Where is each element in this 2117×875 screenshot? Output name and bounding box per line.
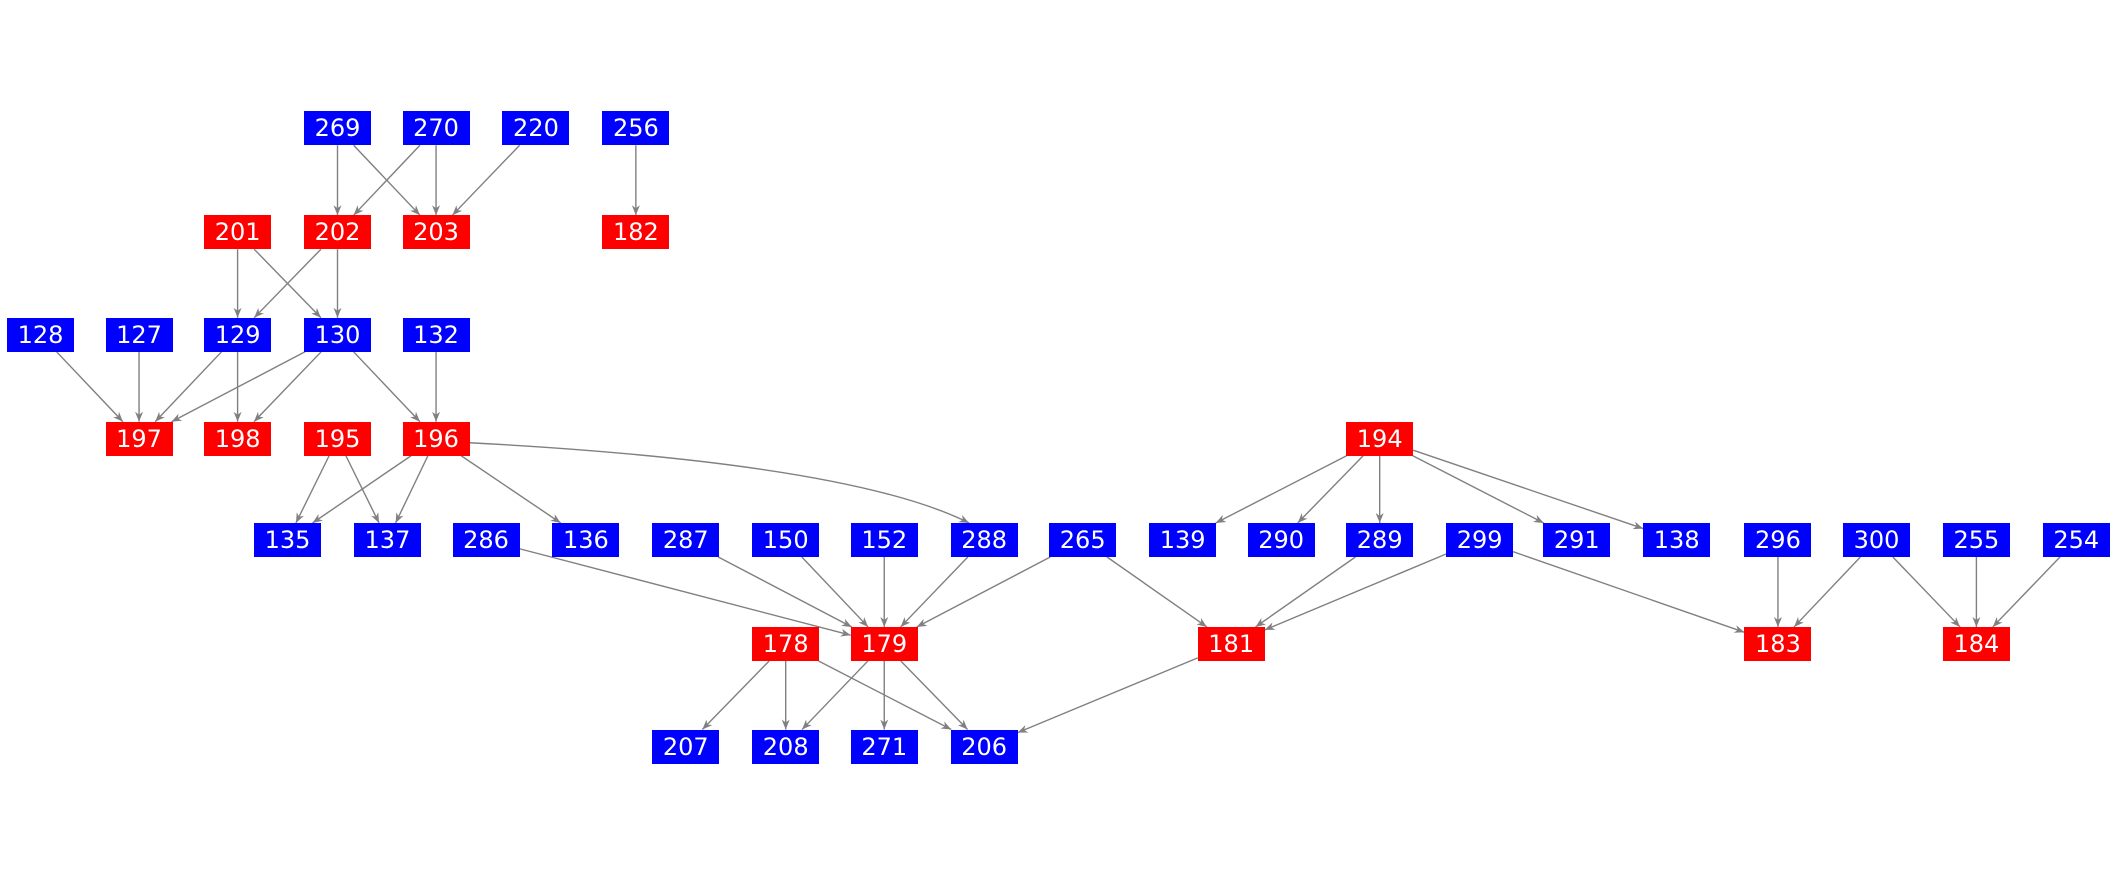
edge-254-184 <box>1992 556 2061 628</box>
node-196: 196 <box>402 421 470 456</box>
node-220: 220 <box>502 111 570 146</box>
edge-202-129 <box>253 248 322 319</box>
edge-194-291 <box>1412 455 1545 524</box>
node-206: 206 <box>950 729 1018 764</box>
node-255: 255 <box>1942 523 2010 557</box>
edge-300-183 <box>1793 556 1861 628</box>
edge-265-181 <box>1106 556 1208 628</box>
node-127: 127 <box>105 317 173 352</box>
edge-178-207 <box>701 660 770 731</box>
node-195: 195 <box>304 421 371 456</box>
edge-130-196 <box>353 351 421 423</box>
node-198: 198 <box>204 421 272 456</box>
node-288: 288 <box>950 523 1018 557</box>
edge-288-179 <box>900 556 969 628</box>
edge-299-183 <box>1512 551 1745 633</box>
edge-289-181 <box>1255 556 1356 628</box>
node-289: 289 <box>1346 523 1414 557</box>
edge-196-137 <box>394 455 429 524</box>
edge-265-179 <box>916 556 1051 628</box>
edge-299-181 <box>1264 553 1447 631</box>
node-300: 300 <box>1843 523 1910 557</box>
edge-194-138 <box>1412 449 1644 530</box>
edge-129-197 <box>154 351 222 423</box>
node-270: 270 <box>402 111 470 146</box>
edge-287-179 <box>717 556 853 628</box>
node-197: 197 <box>105 421 173 456</box>
node-138: 138 <box>1643 523 1711 557</box>
node-265: 265 <box>1049 523 1117 557</box>
node-129: 129 <box>204 317 272 352</box>
node-182: 182 <box>602 215 670 250</box>
node-152: 152 <box>850 523 918 557</box>
edge-194-290 <box>1297 455 1364 524</box>
node-194: 194 <box>1346 421 1414 456</box>
edge-196-135 <box>312 455 412 524</box>
node-132: 132 <box>402 317 470 352</box>
node-287: 287 <box>652 523 720 557</box>
node-150: 150 <box>752 523 820 557</box>
node-207: 207 <box>652 729 720 764</box>
node-286: 286 <box>452 523 520 557</box>
edge-194-139 <box>1215 455 1347 524</box>
edge-128-197 <box>56 351 124 423</box>
edge-179-208 <box>801 660 869 731</box>
node-254: 254 <box>2042 523 2110 557</box>
edge-196-288 <box>469 442 970 524</box>
node-179: 179 <box>850 626 918 661</box>
edge-270-202 <box>353 144 421 216</box>
edge-195-135 <box>295 455 330 524</box>
edge-130-198 <box>253 351 322 423</box>
node-203: 203 <box>402 215 470 250</box>
node-201: 201 <box>204 215 272 250</box>
node-183: 183 <box>1744 626 1812 661</box>
node-271: 271 <box>850 729 918 764</box>
node-128: 128 <box>7 317 74 352</box>
node-290: 290 <box>1247 523 1315 557</box>
edge-220-203 <box>451 144 521 216</box>
edge-130-197 <box>171 351 306 423</box>
node-181: 181 <box>1197 626 1265 661</box>
node-184: 184 <box>1942 626 2010 661</box>
node-130: 130 <box>304 317 371 352</box>
edge-181-206 <box>1017 657 1198 734</box>
node-139: 139 <box>1149 523 1217 557</box>
node-291: 291 <box>1543 523 1611 557</box>
node-208: 208 <box>752 729 820 764</box>
edge-300-184 <box>1892 556 1961 628</box>
edge-179-206 <box>900 660 969 731</box>
edge-286-179 <box>519 548 851 637</box>
edge-196-136 <box>460 455 562 524</box>
node-178: 178 <box>752 626 820 661</box>
node-136: 136 <box>552 523 620 557</box>
node-137: 137 <box>353 523 421 557</box>
node-299: 299 <box>1446 523 1514 557</box>
node-269: 269 <box>304 111 371 146</box>
edge-150-179 <box>801 556 869 628</box>
node-256: 256 <box>602 111 670 146</box>
node-202: 202 <box>304 215 371 250</box>
node-135: 135 <box>254 523 322 557</box>
node-296: 296 <box>1744 523 1812 557</box>
